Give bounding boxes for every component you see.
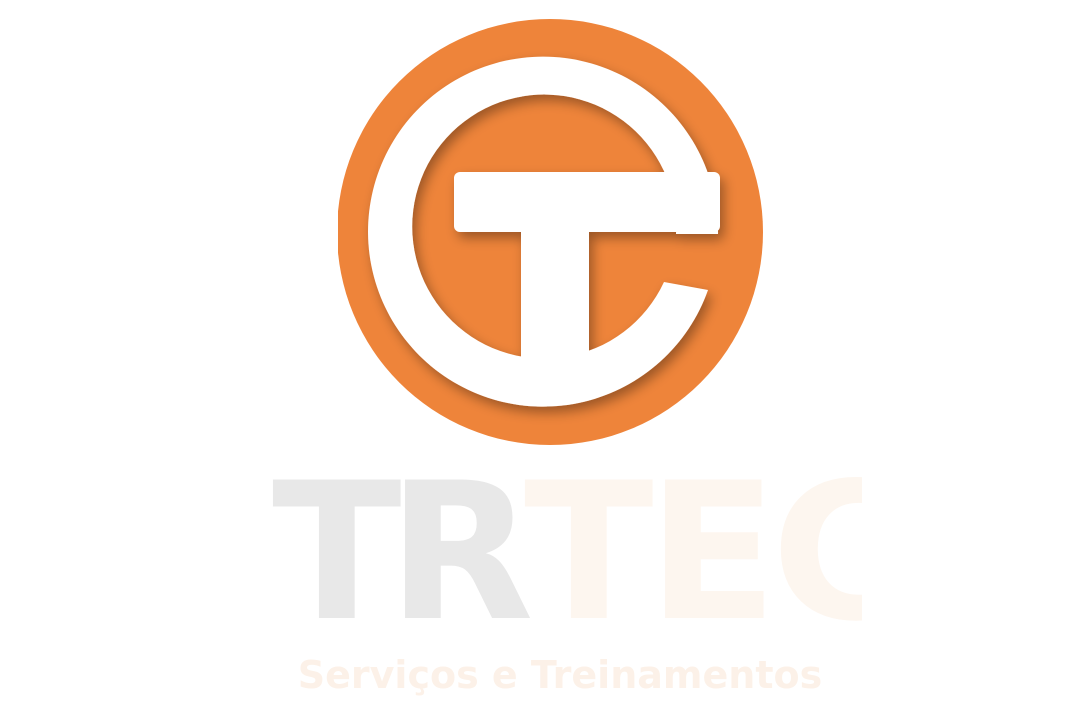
- te-monogram-icon: [338, 19, 763, 445]
- brand-wordmark: TR TEC: [272, 448, 862, 638]
- wordmark-tec: TEC: [524, 448, 862, 638]
- brand-tagline: Serviços e Treinamentos: [298, 653, 822, 697]
- tagline-text: Serviços e Treinamentos: [298, 653, 822, 697]
- t-stem: [521, 226, 589, 376]
- t-top-bar: [454, 172, 720, 232]
- wordmark-tr: TR: [272, 448, 531, 638]
